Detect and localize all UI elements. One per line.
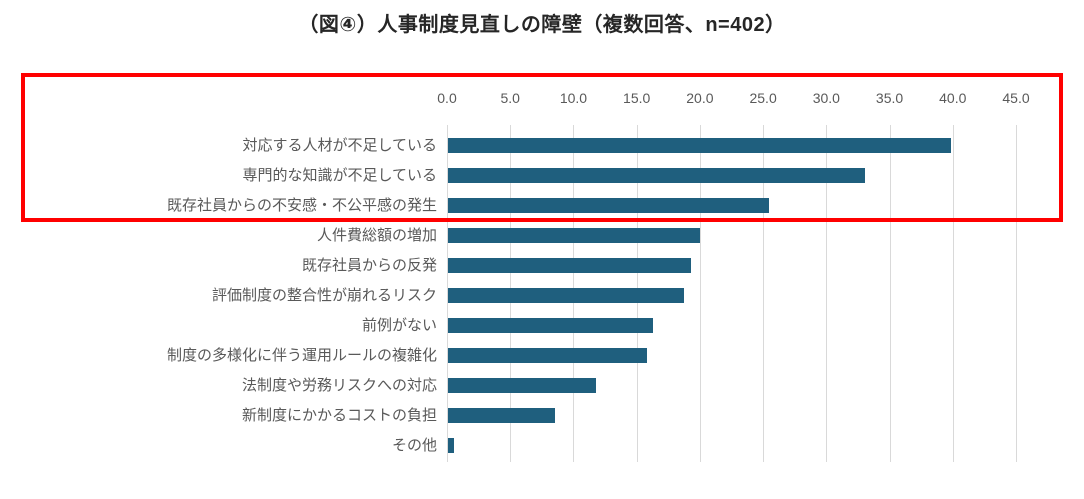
category-label: 評価制度の整合性が崩れるリスク [211,287,437,304]
chart-title: （図④）人事制度見直しの障壁（複数回答、n=402） [298,14,786,36]
x-tick-label: 0.0 [437,90,457,106]
x-tick-label: 15.0 [623,90,651,106]
x-tick-label: 20.0 [686,90,714,106]
bar [448,228,700,243]
bar [448,288,685,303]
x-tick-label: 5.0 [500,90,520,106]
gridline [763,125,765,462]
gridline [447,125,448,462]
bar [448,438,455,453]
bar [448,198,770,213]
bar [448,348,647,363]
category-label: 法制度や労務リスクへの対応 [241,377,437,394]
category-label: 既存社員からの不安感・不公平感の発生 [166,197,437,214]
category-label: 人件費総額の増加 [316,227,437,244]
bar [448,378,596,393]
category-label: 専門的な知識が不足している [242,167,437,184]
bar [448,138,952,153]
gridline [826,125,828,462]
x-tick-label: 40.0 [939,90,967,106]
bar [448,408,556,423]
x-tick-label: 35.0 [875,90,904,106]
category-label: その他 [391,437,437,454]
gridline [699,125,701,462]
category-label: 対応する人材が不足している [242,137,437,154]
x-tick-label: 30.0 [812,90,840,106]
gridline [1016,125,1017,462]
category-label: 新制度にかかるコストの負担 [241,407,437,424]
category-label: 既存社員からの反発 [301,257,437,274]
bar [448,168,866,183]
category-label: 制度の多様化に伴う運用ルールの複雑化 [166,347,437,364]
gridline [952,125,954,462]
category-label: 前例がない [361,317,437,334]
x-tick-label: 45.0 [1002,90,1030,106]
x-tick-label: 10.0 [559,90,588,106]
x-tick-label: 25.0 [749,90,777,106]
bar [448,258,691,273]
bar [448,318,653,333]
plot-area [447,125,1017,462]
gridline [889,125,891,462]
